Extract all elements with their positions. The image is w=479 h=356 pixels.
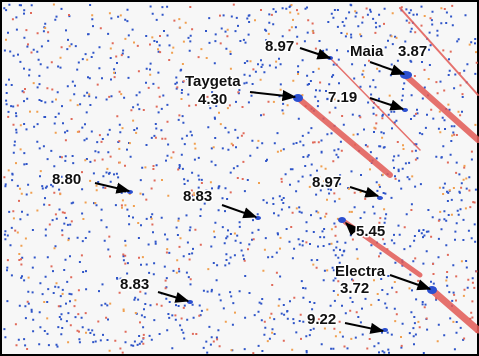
magnitude: 8.97 (312, 174, 341, 191)
magnitude: 3.72 (340, 280, 369, 297)
magnitude: 3.87 (398, 43, 427, 60)
magnitude: 7.19 (328, 89, 357, 106)
star-name: Electra (335, 263, 386, 280)
magnitude: 9.22 (307, 311, 336, 328)
magnitude: 8.80 (52, 171, 81, 188)
magnitude: 8.83 (183, 188, 212, 205)
magnitude: 4.30 (198, 91, 227, 108)
magnitude: 8.97 (265, 38, 294, 55)
magnitude: 5.45 (356, 223, 385, 240)
magnitude: 8.83 (120, 276, 149, 293)
star-name: Taygeta (185, 73, 241, 90)
star-plate: 8.97 Maia 3.87 Taygeta4.30 7.19 8.80 8.83 8.97 5… (0, 0, 479, 356)
star-name: Maia (350, 43, 384, 60)
